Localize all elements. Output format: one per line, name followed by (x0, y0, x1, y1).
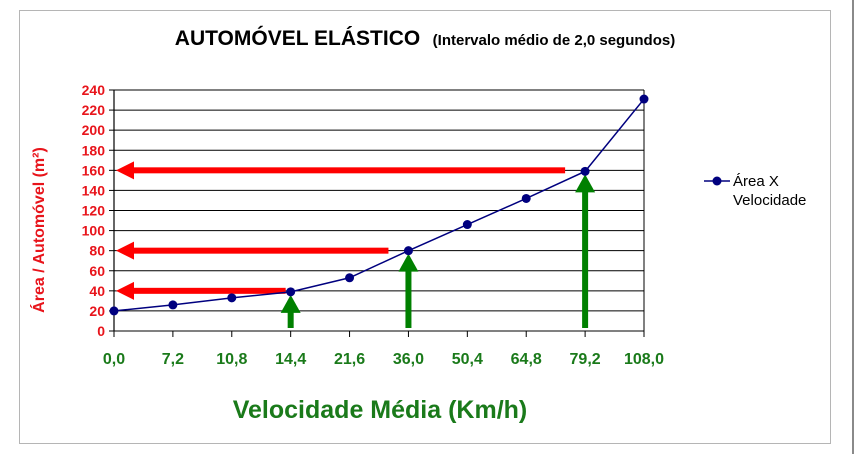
y-tick-label: 80 (89, 243, 105, 259)
green-up-arrow (575, 174, 596, 328)
data-point (227, 293, 237, 303)
legend-entry: Área X Velocidade (733, 173, 806, 209)
data-point (286, 287, 296, 297)
green-arrow-shaft (287, 310, 294, 328)
y-tick-label: 120 (82, 203, 106, 219)
x-tick-label: 108,0 (624, 351, 664, 368)
x-tick-label: 0,0 (103, 351, 125, 368)
x-axis-label: Velocidade Média (Km/h) (233, 396, 528, 424)
data-point (521, 193, 531, 203)
annotation-arrows (116, 161, 596, 328)
data-point (462, 220, 472, 230)
red-left-arrow (116, 241, 389, 260)
y-tick-label: 40 (89, 283, 105, 299)
red-arrow-head (116, 281, 134, 300)
green-arrow-head (575, 174, 596, 193)
data-point (168, 300, 178, 310)
legend-label-line-1: Área X (733, 173, 779, 190)
x-tick-label: 50,4 (452, 351, 483, 368)
chart-title: AUTOMÓVEL ELÁSTICO (175, 26, 420, 50)
y-tick-label: 160 (82, 162, 106, 178)
green-arrow-head (280, 294, 301, 313)
y-tick-label: 100 (82, 223, 106, 239)
x-tick-label: 21,6 (334, 351, 365, 368)
y-tick-label: 220 (82, 102, 106, 118)
x-tick-label: 7,2 (162, 351, 184, 368)
red-left-arrow (116, 161, 566, 180)
x-tick-label: 10,8 (216, 351, 247, 368)
legend-marker-swatch (712, 176, 722, 186)
y-tick-label: 140 (82, 182, 106, 198)
data-point (639, 94, 649, 104)
x-tick-label: 79,2 (570, 351, 601, 368)
y-tick-label: 240 (82, 82, 106, 98)
red-left-arrow (116, 281, 286, 300)
green-up-arrow (280, 294, 301, 328)
series-group (109, 94, 649, 316)
red-arrow-head (116, 241, 134, 260)
chart-title-group: AUTOMÓVEL ELÁSTICO (Intervalo médio de 2… (175, 26, 675, 50)
y-axis-label: Área / Automóvel (m²) (29, 147, 48, 313)
page-edge-line (852, 0, 854, 454)
green-arrow-head (398, 253, 419, 272)
x-tick-label: 36,0 (393, 351, 424, 368)
chart-frame (19, 10, 831, 444)
x-tick-labels: 0,0 7,2 10,8 14,4 21,6 36,0 50,4 64,8 79,2 108,0 (103, 351, 664, 368)
grid-lines (109, 89, 645, 337)
x-tick-label: 64,8 (511, 351, 542, 368)
data-point (109, 306, 119, 316)
y-tick-label: 180 (82, 142, 106, 158)
y-tick-labels: 0 20 40 60 80 100 120 140 160 180 200 220 240 (82, 82, 106, 339)
green-arrow-shaft (582, 190, 589, 328)
red-arrow-shaft (130, 287, 286, 294)
chart-subtitle: (Intervalo médio de 2,0 segundos) (433, 32, 676, 49)
y-tick-label: 0 (97, 323, 105, 339)
y-tick-label: 20 (89, 303, 105, 319)
data-point (345, 273, 355, 283)
data-point (580, 166, 590, 176)
data-point (403, 246, 413, 256)
x-tick-label: 14,4 (275, 351, 306, 368)
y-tick-label: 60 (89, 263, 105, 279)
red-arrow-shaft (130, 167, 566, 174)
legend: Área X Velocidade (704, 173, 806, 209)
y-tick-label: 200 (82, 122, 106, 138)
series-line (113, 98, 645, 312)
legend-label-line-2: Velocidade (733, 192, 806, 209)
red-arrow-head (116, 161, 134, 180)
green-up-arrow (398, 253, 419, 328)
green-arrow-shaft (405, 269, 412, 328)
red-arrow-shaft (130, 247, 389, 254)
